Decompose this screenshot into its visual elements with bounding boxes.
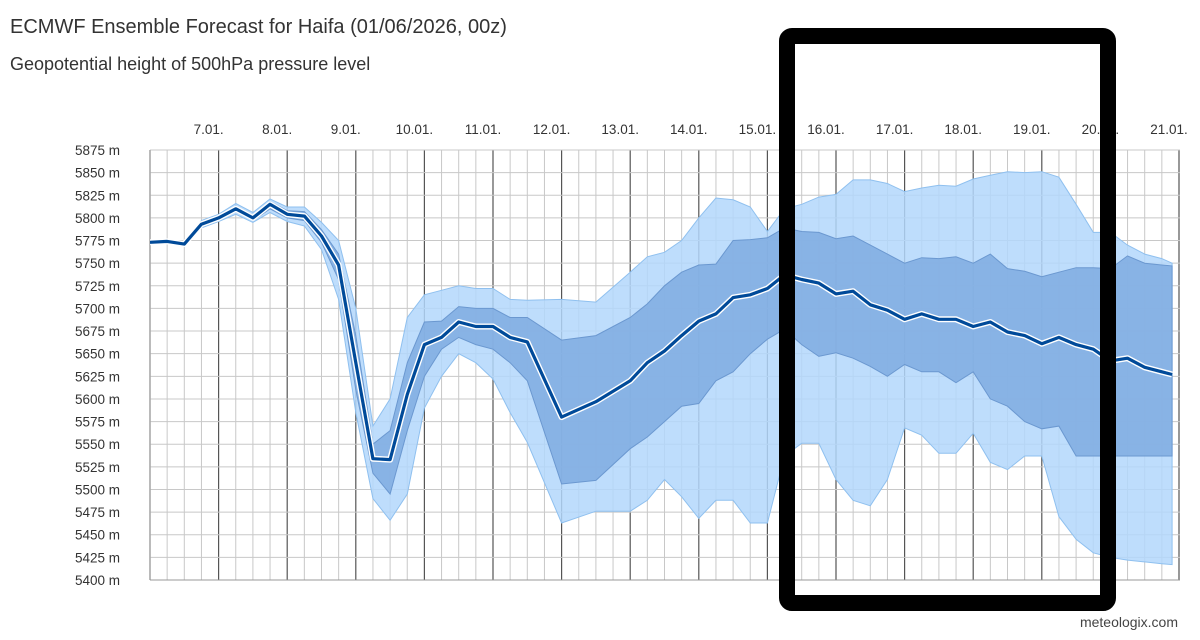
y-tick-label: 5425 m xyxy=(75,550,120,565)
y-axis: 5400 m 5425 m 5450 m 5475 m 5500 m 5525 m 5550… xyxy=(75,143,120,588)
x-tick-label: 19.01. xyxy=(1013,122,1051,137)
y-tick-label: 5700 m xyxy=(75,301,120,316)
y-tick-label: 5625 m xyxy=(75,369,120,384)
x-tick-label: 15.01. xyxy=(739,122,777,137)
x-tick-label: 21.01. xyxy=(1150,122,1188,137)
y-tick-label: 5825 m xyxy=(75,188,120,203)
line-clip-group xyxy=(150,201,1173,463)
y-tick-label: 5800 m xyxy=(75,211,120,226)
source-credit[interactable]: meteologix.com xyxy=(1079,614,1178,630)
x-axis: 7.01. 8.01. 9.01. 10.01. 11.01. 12.01. 13.01. 1… xyxy=(194,122,1188,137)
band-group xyxy=(150,171,1173,566)
y-tick-label: 5775 m xyxy=(75,234,120,249)
y-tick-label: 5525 m xyxy=(75,460,120,475)
y-tick-label: 5850 m xyxy=(75,166,120,181)
x-tick-label: 18.01. xyxy=(944,122,982,137)
x-tick-label: 17.01. xyxy=(876,122,914,137)
y-tick-label: 5550 m xyxy=(75,437,120,452)
x-tick-label: 12.01. xyxy=(533,122,571,137)
x-tick-label: 10.01. xyxy=(396,122,434,137)
y-tick-label: 5500 m xyxy=(75,482,120,497)
y-tick-label: 5575 m xyxy=(75,415,120,430)
y-tick-label: 5400 m xyxy=(75,573,120,588)
x-tick-label: 7.01. xyxy=(194,122,224,137)
median-line xyxy=(150,202,1173,462)
x-tick-label: 16.01. xyxy=(807,122,845,137)
chart-title: ECMWF Ensemble Forecast for Haifa (01/06… xyxy=(10,16,507,38)
annotation-layer xyxy=(779,28,1116,611)
y-tick-label: 5750 m xyxy=(75,256,120,271)
x-tick-label: 14.01. xyxy=(670,122,708,137)
y-tick-label: 5600 m xyxy=(75,392,120,407)
highlight-box xyxy=(779,28,1116,611)
ensemble-bands xyxy=(150,171,1173,566)
x-tick-label: 8.01. xyxy=(262,122,292,137)
y-tick-label: 5450 m xyxy=(75,528,120,543)
y-tick-label: 5475 m xyxy=(75,505,120,520)
x-tick-label: 9.01. xyxy=(331,122,361,137)
y-tick-label: 5650 m xyxy=(75,347,120,362)
y-tick-label: 5875 m xyxy=(75,143,120,158)
median-line-group xyxy=(150,201,1173,463)
y-tick-label: 5725 m xyxy=(75,279,120,294)
x-tick-label: 11.01. xyxy=(465,122,502,137)
y-tick-label: 5675 m xyxy=(75,324,120,339)
chart-subtitle: Geopotential height of 500hPa pressure l… xyxy=(10,54,371,74)
x-tick-label: 13.01. xyxy=(601,122,639,137)
quartile-band xyxy=(150,201,1173,496)
